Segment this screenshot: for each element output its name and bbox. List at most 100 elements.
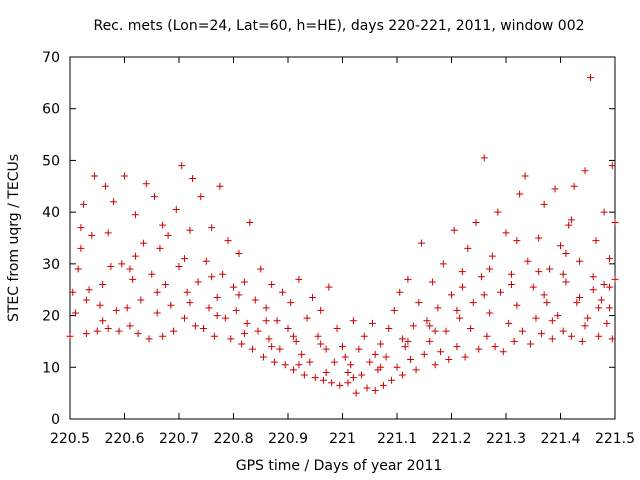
data-point	[606, 304, 614, 312]
data-point	[589, 273, 597, 281]
data-point	[472, 218, 480, 226]
data-point	[606, 255, 614, 263]
data-point	[208, 273, 216, 281]
data-point	[123, 304, 131, 312]
data-point	[224, 237, 232, 245]
data-point	[428, 278, 436, 286]
data-point	[107, 262, 115, 270]
data-point	[559, 327, 567, 335]
data-point	[393, 363, 401, 371]
data-point	[540, 291, 548, 299]
data-point	[221, 314, 229, 322]
data-point	[159, 221, 167, 229]
data-point	[551, 185, 559, 193]
data-point	[148, 270, 156, 278]
y-tick-label: 40	[42, 205, 60, 221]
data-point	[314, 332, 322, 340]
data-point	[303, 314, 311, 322]
data-point	[96, 301, 104, 309]
data-point	[371, 350, 379, 358]
x-tick-label: 220.7	[159, 431, 199, 447]
data-point	[546, 265, 554, 273]
data-point	[161, 281, 169, 289]
data-point	[366, 358, 374, 366]
data-point	[317, 306, 325, 314]
y-tick-label: 10	[42, 360, 60, 376]
data-point	[213, 293, 221, 301]
data-point	[230, 283, 237, 291]
data-point	[467, 325, 475, 332]
data-point	[347, 361, 355, 369]
data-point	[322, 368, 330, 376]
y-tick-label: 60	[42, 102, 60, 118]
data-point	[507, 281, 515, 289]
data-point	[216, 182, 224, 190]
data-point	[404, 275, 412, 283]
data-point	[104, 229, 112, 237]
data-point	[77, 244, 85, 252]
data-point	[129, 275, 137, 283]
data-point	[213, 312, 221, 320]
data-point	[311, 374, 319, 382]
x-tick-label: 220.6	[104, 431, 144, 447]
data-point	[131, 211, 139, 219]
data-point	[344, 368, 352, 376]
data-point	[458, 268, 466, 276]
data-point	[557, 242, 564, 250]
data-point	[521, 172, 529, 180]
data-point	[382, 353, 390, 361]
data-point	[491, 343, 499, 351]
data-point	[309, 293, 317, 301]
data-point	[276, 345, 284, 353]
x-tick-label: 221	[329, 431, 356, 447]
data-point	[134, 330, 142, 338]
data-point	[145, 335, 153, 343]
data-point	[554, 312, 562, 320]
data-point	[450, 226, 458, 234]
data-point	[208, 224, 216, 232]
data-point	[295, 275, 303, 283]
data-point	[431, 361, 439, 369]
data-point	[156, 244, 164, 252]
data-point	[532, 314, 540, 322]
data-point	[186, 226, 194, 234]
data-point	[426, 337, 434, 345]
data-point	[317, 340, 325, 348]
data-point	[74, 265, 82, 273]
data-point	[548, 335, 556, 343]
data-point	[578, 337, 586, 345]
data-point	[537, 330, 545, 338]
data-point	[172, 206, 180, 214]
data-point	[126, 265, 134, 273]
data-point	[606, 283, 614, 291]
x-tick-label: 221.2	[431, 431, 471, 447]
data-point	[437, 348, 445, 356]
data-point	[445, 356, 453, 364]
data-point	[535, 268, 543, 276]
data-point	[268, 281, 276, 289]
data-point	[360, 332, 368, 340]
data-point	[99, 317, 107, 325]
data-point	[341, 353, 349, 361]
data-point	[273, 317, 281, 325]
data-point	[112, 306, 120, 314]
data-point	[562, 250, 570, 258]
data-point	[439, 260, 447, 268]
data-point	[363, 384, 371, 392]
chart-title: Rec. mets (Lon=24, Lat=60, h=HE), days 2…	[93, 18, 584, 34]
data-point	[388, 376, 396, 384]
data-point	[194, 278, 202, 286]
data-point	[118, 260, 126, 268]
data-point	[352, 389, 360, 397]
data-point	[434, 304, 442, 312]
data-point	[497, 288, 505, 296]
data-point	[581, 167, 589, 175]
data-point	[385, 325, 393, 332]
data-point	[483, 332, 491, 340]
data-point	[262, 317, 270, 325]
data-point	[210, 332, 218, 340]
x-tick-label: 220.5	[50, 431, 90, 447]
data-point	[595, 332, 603, 340]
data-point	[85, 286, 93, 294]
